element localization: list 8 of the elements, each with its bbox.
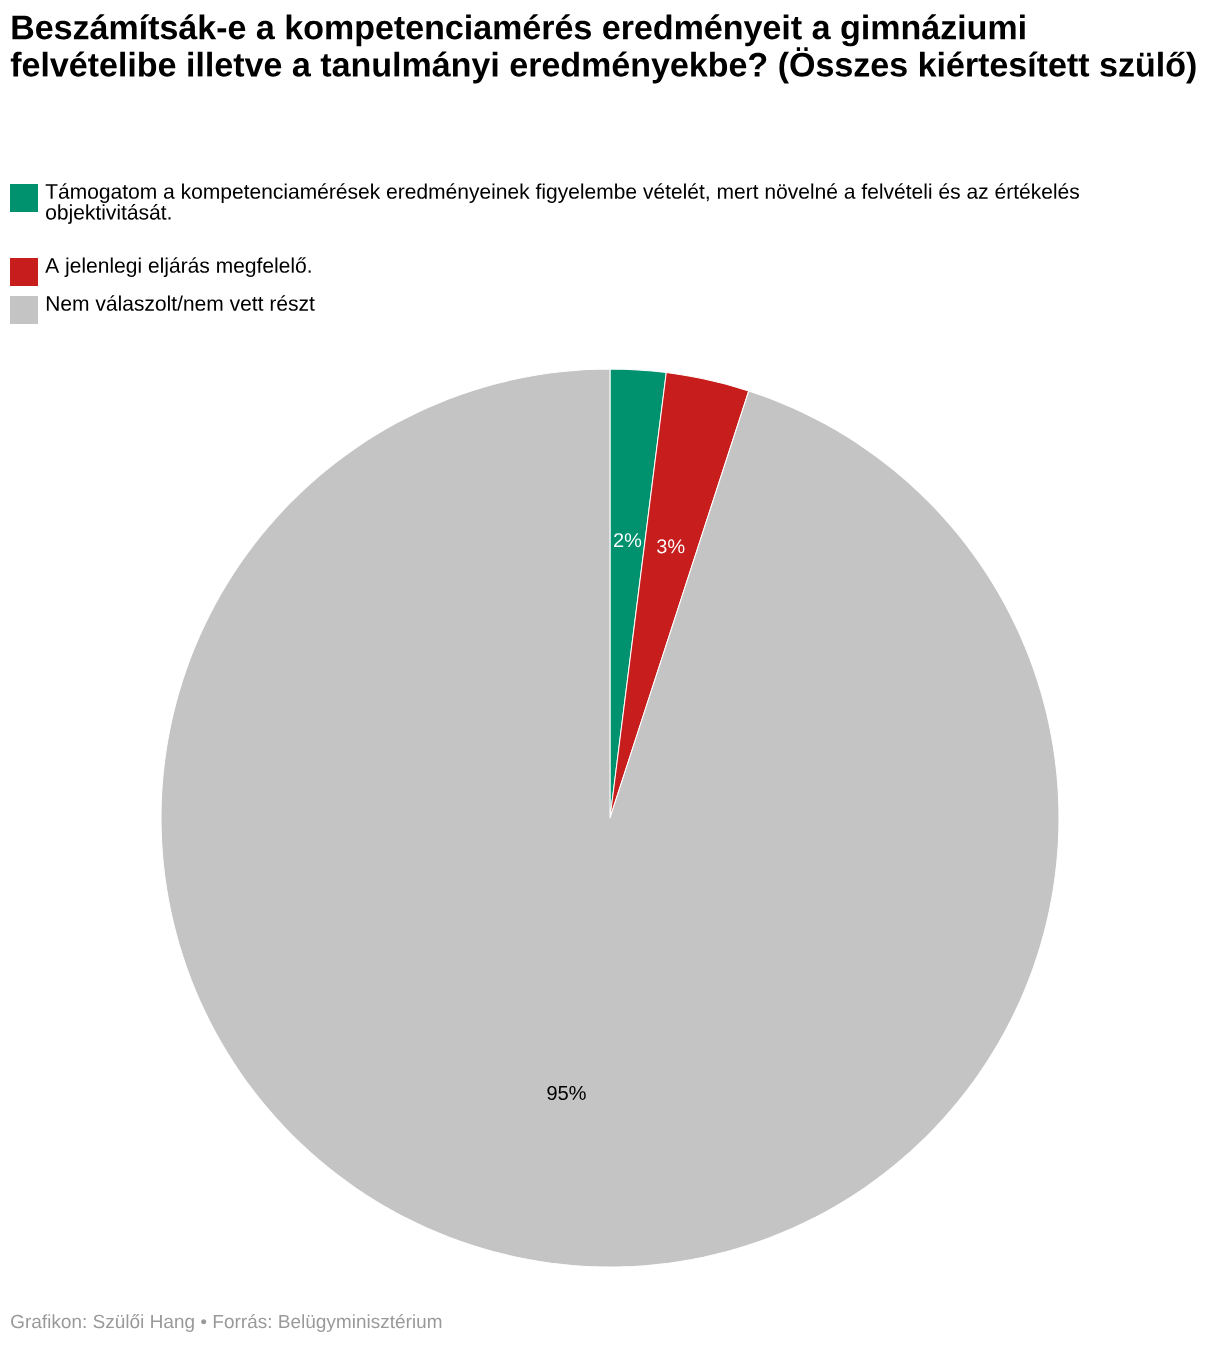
- legend-label: Támogatom a kompetenciamérések eredményeinek figyelembe vételét, mert növelné a felvételi és az értékelés objektivitását.: [45, 183, 1079, 224]
- data-label: 95%: [547, 1085, 586, 1101]
- data-label: 2%: [614, 533, 642, 548]
- legend-label: A jelenlegi eljárás megfelelő.: [45, 257, 311, 278]
- data-label: 3%: [657, 539, 685, 554]
- chart-title: Beszámítsák-e a kompetenciamérés eredményeit a gimnáziumi felvételibe illetve a tanulmányi eredményekbe? (Összes kiértesített szülő): [10, 14, 1196, 84]
- text: Grafikon: Szülői Hang • Forrás: Belügyminisztérium: [11, 1314, 442, 1332]
- legend-label: Nem válaszolt/nem vett részt: [46, 295, 315, 311]
